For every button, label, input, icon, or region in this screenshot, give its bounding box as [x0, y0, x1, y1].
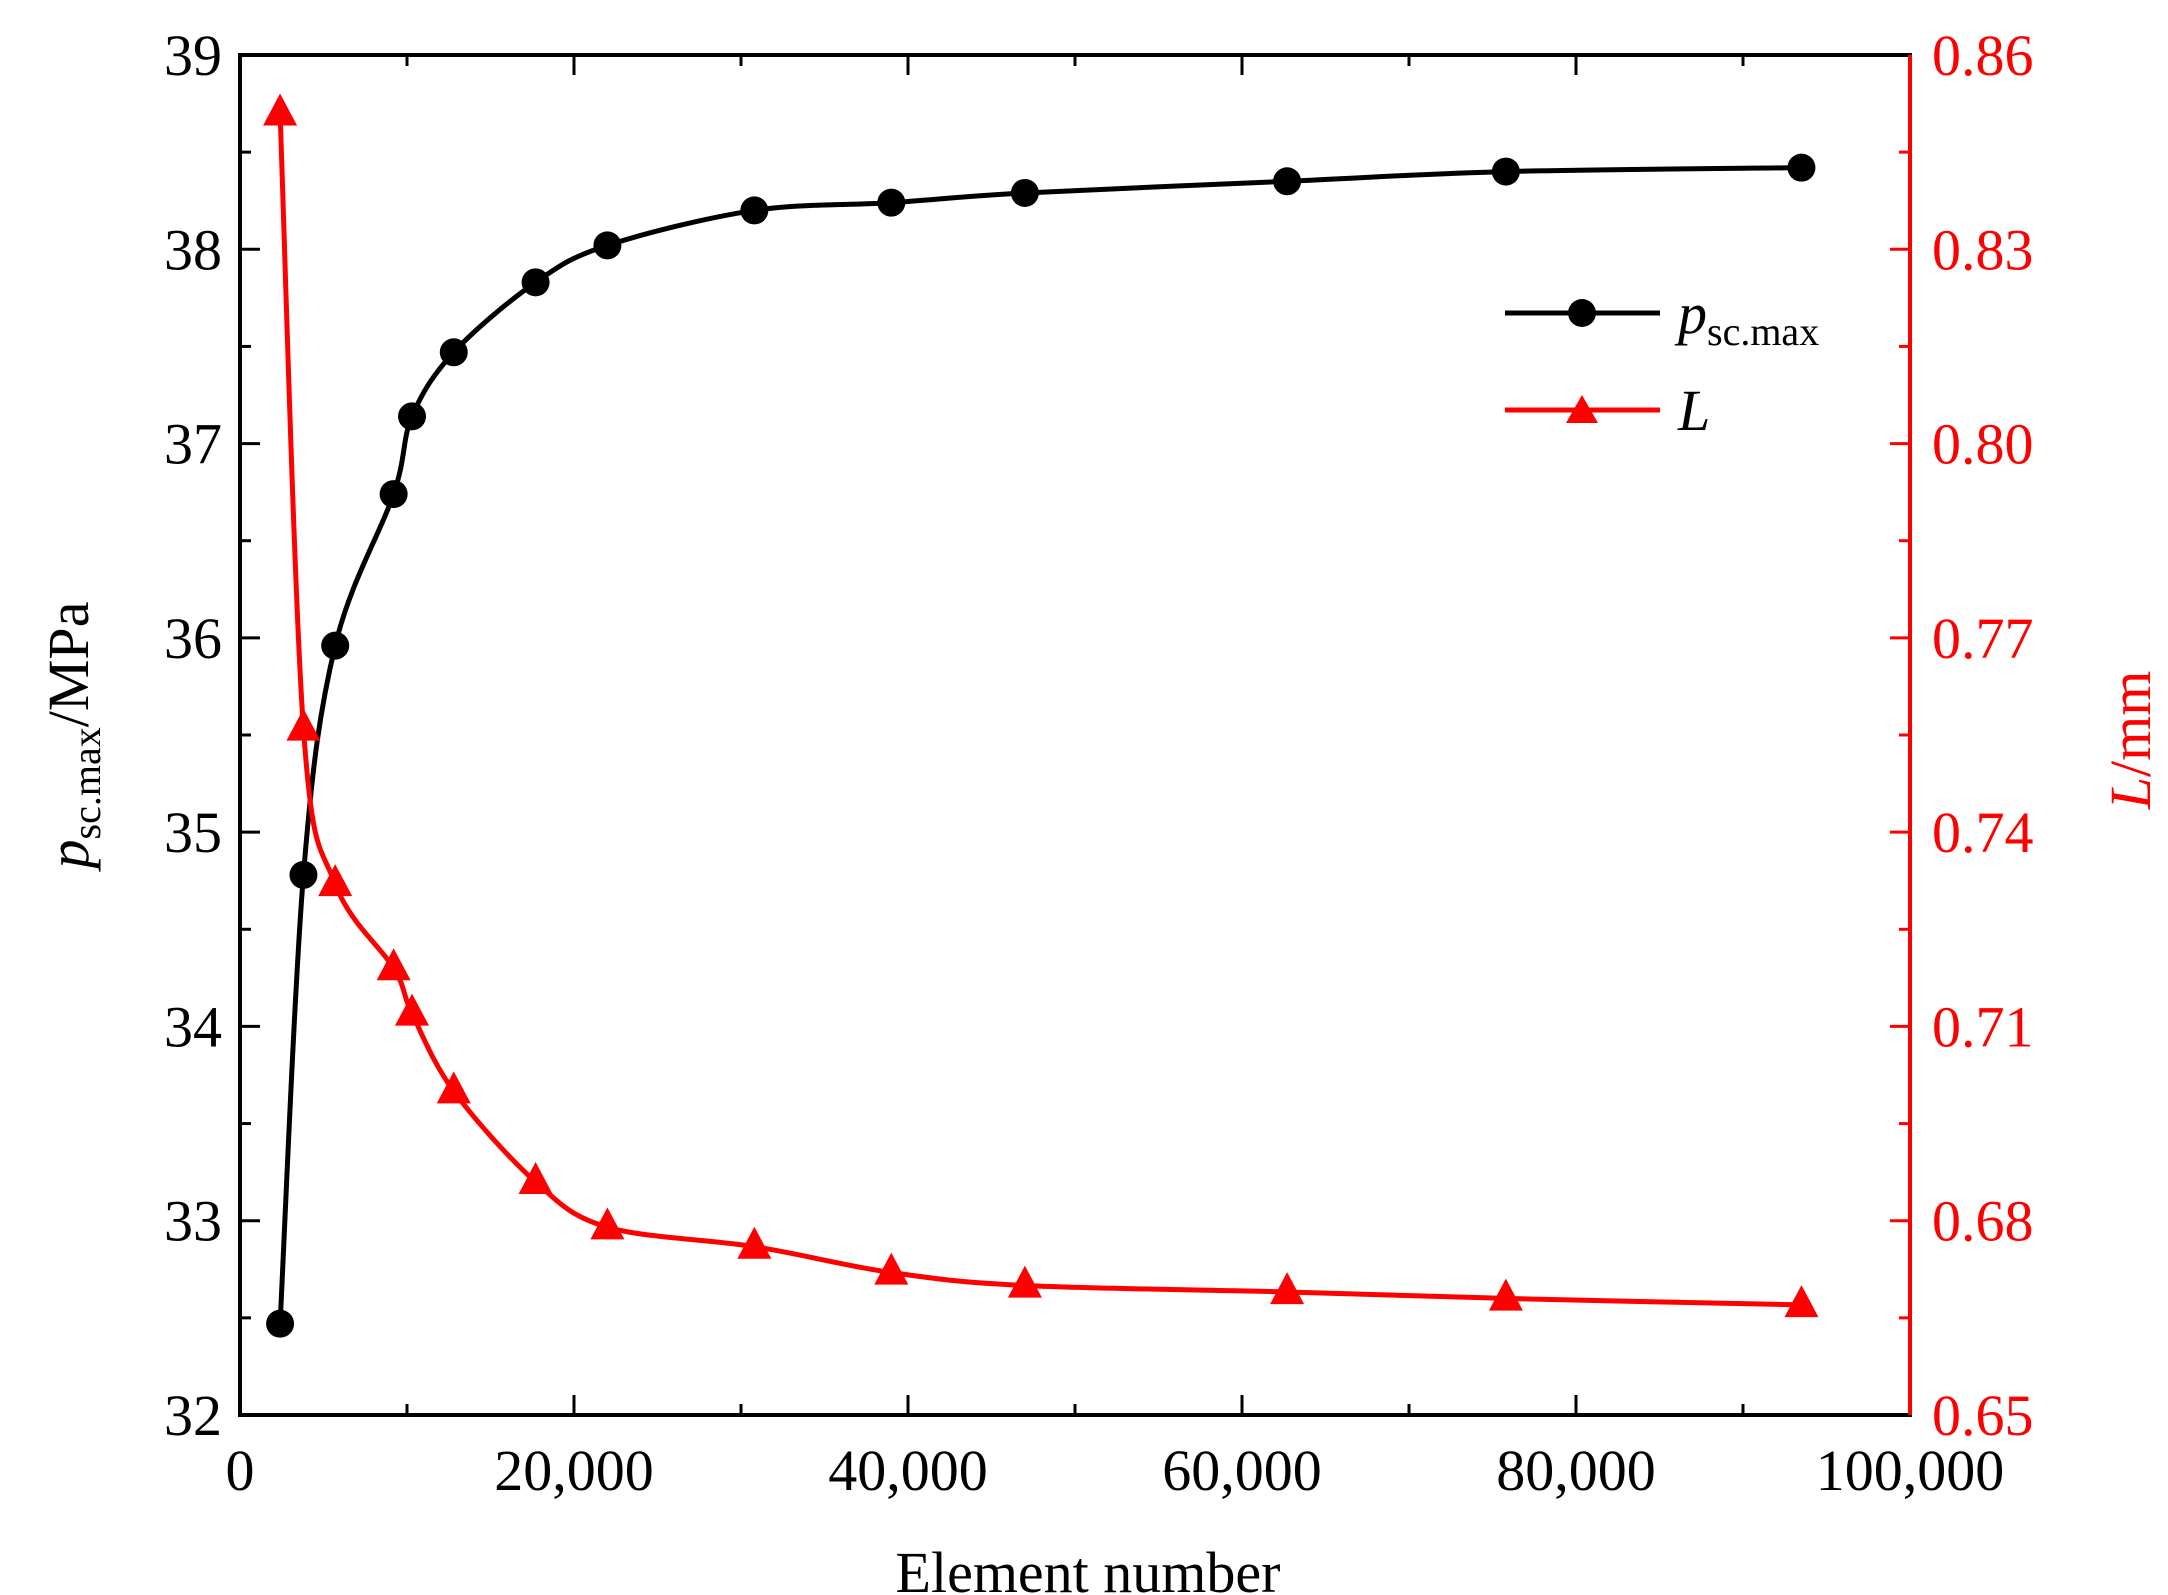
data-point-p_sc.max [593, 231, 622, 260]
data-point-L [1007, 1265, 1042, 1298]
left-axis-title: psc.max/MPa [36, 602, 109, 873]
data-point-p_sc.max [289, 860, 318, 889]
legend-label-p: psc.max [1674, 281, 1819, 354]
y-right-tick-label: 0.74 [1932, 800, 2034, 865]
data-point-L [1270, 1272, 1305, 1305]
data-point-p_sc.max [1010, 178, 1039, 207]
y-left-tick-label: 32 [164, 1383, 222, 1448]
y-left-tick-label: 35 [164, 800, 222, 865]
data-point-p_sc.max [521, 268, 550, 297]
data-point-p_sc.max [1491, 157, 1520, 186]
data-point-p_sc.max [1787, 153, 1816, 182]
data-point-L [263, 93, 298, 126]
y-right-tick-label: 0.68 [1932, 1189, 2034, 1254]
y-left-tick-label: 39 [164, 23, 222, 88]
y-right-tick-label: 0.86 [1932, 23, 2034, 88]
x-tick-label: 40,000 [828, 1438, 988, 1503]
data-point-p_sc.max [398, 402, 427, 431]
data-point-L [376, 948, 411, 981]
data-point-p_sc.max [379, 480, 408, 509]
data-point-L [1488, 1278, 1523, 1311]
y-right-tick-label: 0.77 [1932, 606, 2034, 671]
right-axis-title: L/mm [2098, 671, 2163, 811]
y-right-tick-label: 0.65 [1932, 1383, 2034, 1448]
left-axis-title-main: p [36, 839, 101, 872]
x-tick-label: 0 [226, 1438, 255, 1503]
y-left-tick-label: 34 [164, 994, 222, 1059]
data-point-p_sc.max [1273, 167, 1302, 196]
data-point-L [436, 1071, 471, 1104]
y-right-tick-label: 0.71 [1932, 994, 2034, 1059]
x-tick-label: 100,000 [1816, 1438, 2005, 1503]
data-point-L [737, 1226, 772, 1259]
data-point-p_sc.max [877, 188, 906, 217]
series-line-p_sc.max [277, 165, 1802, 1324]
y-left-tick-label: 37 [164, 412, 222, 477]
data-point-L [318, 864, 353, 897]
data-point-p_sc.max [321, 631, 350, 660]
data-point-L [874, 1252, 909, 1285]
series-line-L [277, 113, 1802, 1308]
left-axis-title-sub: sc.max [64, 727, 109, 839]
data-point-L [518, 1162, 553, 1195]
legend-marker-L [1566, 395, 1598, 423]
legend-label-L: L [1677, 378, 1710, 443]
y-right-tick-label: 0.83 [1932, 217, 2034, 282]
legend-marker-p [1568, 299, 1596, 327]
right-axis-title-unit: /mm [2098, 671, 2163, 777]
data-point-L [286, 708, 321, 741]
x-tick-label: 20,000 [494, 1438, 654, 1503]
legend: psc.max L [1505, 281, 1819, 443]
x-axis-title: Element number [896, 1540, 1281, 1595]
series-layer [263, 93, 1819, 1338]
y-left-tick-label: 36 [164, 606, 222, 671]
data-point-p_sc.max [439, 338, 468, 367]
x-tick-label: 80,000 [1496, 1438, 1656, 1503]
data-point-L [395, 993, 430, 1026]
y-left-tick-label: 38 [164, 217, 222, 282]
data-point-L [590, 1207, 625, 1240]
x-tick-label: 60,000 [1162, 1438, 1322, 1503]
data-point-p_sc.max [740, 196, 769, 225]
plot-frame [238, 53, 1912, 1417]
data-point-L [1784, 1285, 1819, 1318]
y-right-tick-label: 0.80 [1932, 412, 2034, 477]
right-axis-title-main: L [2098, 777, 2163, 810]
left-axis-title-unit: /MPa [36, 602, 101, 728]
y-left-tick-label: 33 [164, 1189, 222, 1254]
labels-layer: 0 20,000 40,000 60,000 80,000 100,000 32 33 34 35… [164, 23, 2034, 1503]
tick-layer [238, 53, 1912, 1417]
data-point-p_sc.max [266, 1309, 295, 1338]
